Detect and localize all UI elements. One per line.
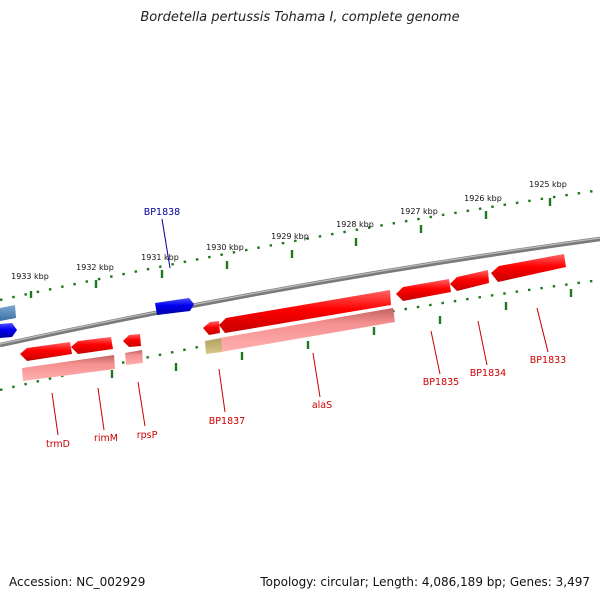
leader-rpsp [137, 381, 146, 427]
leader-alas [312, 352, 321, 398]
gene-arrow-bp1835[interactable] [396, 279, 451, 301]
gene-label-trmd[interactable]: trmD [46, 439, 70, 450]
gene-arrow-edge-blue[interactable] [0, 323, 17, 338]
leader-bp1833 [536, 307, 549, 353]
gene-arrow-bp1837[interactable] [203, 321, 220, 335]
feature-bar-alas[interactable] [220, 308, 395, 352]
gene-arrow-rpsp[interactable] [123, 334, 141, 347]
gene-label-bp1838[interactable]: BP1838 [144, 207, 180, 218]
scale-label-1925: 1925 kbp [529, 180, 567, 189]
gene-arrow-left-edge[interactable] [0, 305, 16, 321]
gene-label-bp1833[interactable]: BP1833 [530, 355, 566, 366]
map-title: Bordetella pertussis Tohama I, complete … [140, 10, 460, 25]
scale-label-1929: 1929 kbp [271, 232, 309, 241]
gene-label-rpsp[interactable]: rpsP [137, 430, 158, 441]
scale-label-1930: 1930 kbp [206, 243, 244, 252]
gene-label-rimm[interactable]: rimM [94, 433, 118, 444]
gene-arrow-bp1833[interactable] [491, 254, 566, 282]
feature-bar-rpsp[interactable] [125, 350, 143, 365]
leader-trmd [51, 392, 59, 436]
leader-bp1838 [161, 218, 171, 269]
gene-arrow-rimm[interactable] [71, 337, 113, 354]
outer-scale-ruler [0, 188, 600, 302]
gene-label-bp1837[interactable]: BP1837 [209, 416, 245, 427]
scale-label-1931: 1931 kbp [141, 253, 179, 262]
inner-major-ticks [110, 289, 573, 378]
leader-bp1837 [218, 368, 226, 413]
genome-backbone-highlight [0, 237, 600, 345]
genome-summary-text: Topology: circular; Length: 4,086,189 bp… [260, 575, 590, 589]
gene-arrow-trmd[interactable] [20, 342, 72, 361]
accession-text: Accession: NC_002929 [9, 575, 146, 589]
leader-rimm [97, 387, 105, 431]
gene-arrow-alas[interactable] [219, 290, 391, 333]
leader-bp1834 [477, 320, 488, 366]
genome-backbone [0, 236, 600, 348]
scale-label-1926: 1926 kbp [464, 194, 502, 203]
inner-scale-ruler [0, 278, 600, 392]
gene-arrow-bp1834[interactable] [450, 270, 489, 291]
scale-label-1928: 1928 kbp [336, 220, 374, 229]
gene-label-bp1835[interactable]: BP1835 [423, 377, 459, 388]
scale-label-1933: 1933 kbp [11, 272, 49, 281]
feature-bar-bp1837[interactable] [205, 338, 222, 354]
gene-arrow-bp1838[interactable] [155, 298, 194, 315]
outer-major-ticks [29, 198, 552, 298]
gene-label-alas[interactable]: alaS [312, 400, 332, 411]
scale-label-1932: 1932 kbp [76, 263, 114, 272]
feature-bar-trmd-rimm[interactable] [22, 355, 115, 381]
leader-bp1835 [430, 330, 441, 375]
gene-label-bp1834[interactable]: BP1834 [470, 368, 506, 379]
scale-label-1927: 1927 kbp [400, 207, 438, 216]
